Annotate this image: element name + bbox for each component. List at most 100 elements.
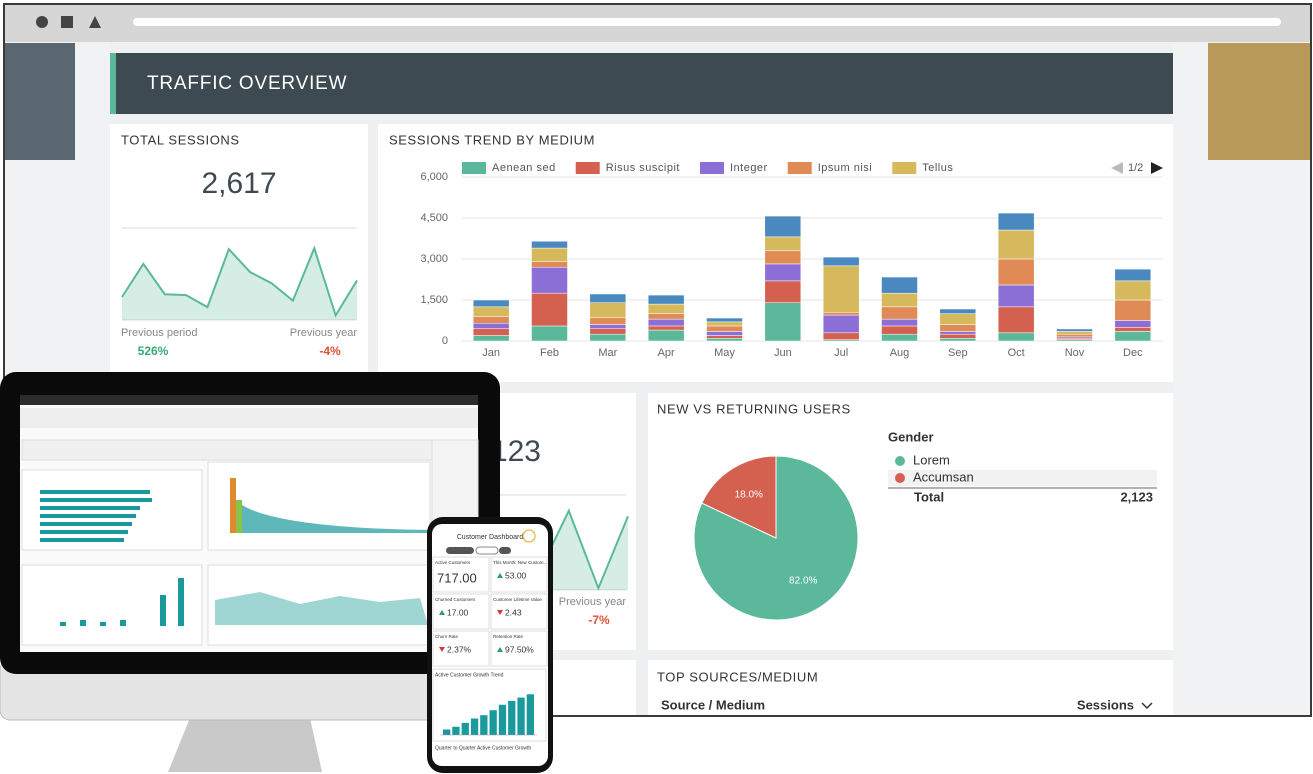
screen-graphic	[21, 439, 433, 461]
phone-card-title: Active Customer Growth Trend	[435, 672, 504, 678]
screen-graphic	[40, 490, 184, 626]
legend-row-highlight	[888, 470, 1157, 486]
y-tick-label: 1,500	[420, 294, 448, 306]
phone-icon[interactable]	[522, 529, 536, 543]
bar-segment	[472, 328, 510, 336]
phone-bar	[461, 722, 469, 735]
phone-tab[interactable]	[499, 547, 511, 554]
bar-segment	[881, 325, 918, 335]
bar-segment	[997, 229, 1035, 260]
bar-segment	[1114, 268, 1152, 282]
comparison-value: -7%	[588, 613, 610, 627]
phone-tab[interactable]	[446, 547, 474, 554]
bar-segment	[531, 325, 568, 342]
x-tick-label: Jan	[482, 347, 500, 359]
column-header[interactable]: Sessions	[1077, 697, 1134, 712]
bar-segment	[822, 312, 860, 316]
legend-swatch	[892, 162, 917, 174]
phone-bar	[489, 710, 497, 735]
phone-tab[interactable]	[475, 546, 499, 555]
card	[110, 124, 368, 382]
bar-segment	[531, 266, 568, 294]
bar-segment	[589, 333, 627, 342]
total-label: Total	[914, 489, 944, 504]
legend-label: Ipsum nisi	[818, 162, 873, 174]
legend-label: Integer	[730, 162, 768, 174]
total-value: 2,123	[1120, 489, 1153, 504]
x-tick-label: Apr	[658, 347, 675, 359]
screen-graphic	[242, 505, 430, 533]
phone-title: Customer Dashboard	[457, 534, 524, 541]
bar-segment	[939, 338, 977, 342]
screen-graphic	[20, 408, 478, 428]
background-block	[1208, 43, 1310, 160]
bar-segment	[881, 276, 918, 294]
bar-segment	[1114, 320, 1152, 328]
bar-segment	[589, 328, 627, 335]
header-accent	[110, 53, 116, 114]
x-tick-label: Mar	[598, 347, 617, 359]
bar-segment	[647, 303, 685, 314]
bar-segment	[764, 236, 802, 252]
bar-segment	[997, 212, 1035, 231]
bar-segment	[647, 294, 685, 305]
comparison-label: Previous year	[559, 596, 627, 608]
phone-bar	[498, 704, 507, 735]
phone-bar	[452, 726, 460, 735]
bar-segment	[647, 313, 685, 320]
pie-label: 18.0%	[735, 490, 763, 501]
bar-segment	[647, 329, 685, 342]
phone-bar	[517, 697, 525, 735]
y-tick-label: 6,000	[420, 171, 448, 183]
background-block	[5, 43, 75, 160]
trend-arrow	[439, 647, 445, 652]
phone-kpi-label: Retention Rate	[493, 634, 524, 639]
legend-next[interactable]	[1151, 162, 1163, 174]
toolbar-icon	[36, 16, 48, 28]
sort-icon[interactable]	[1141, 702, 1153, 710]
bar-segment	[822, 256, 860, 267]
legend-dot	[895, 456, 905, 466]
phone-kpi-label: This Month: New Custom...	[493, 560, 547, 565]
phone-kpi-value: 2.43	[505, 607, 522, 617]
legend-title: Gender	[888, 429, 934, 444]
x-tick-label: Jul	[834, 347, 848, 359]
bar-segment	[939, 308, 977, 314]
x-tick-label: Sep	[948, 347, 968, 359]
legend-label: Accumsan	[913, 469, 974, 484]
x-tick-label: Nov	[1065, 347, 1085, 359]
phone-card-title: Quarter to Quarter Active Customer Growt…	[435, 745, 531, 751]
legend-swatch	[462, 162, 486, 174]
bar-segment	[822, 314, 860, 334]
phone: Customer Dashboard Active Customers 717.0…	[427, 517, 553, 773]
bar-segment	[472, 306, 510, 317]
header-bar	[110, 53, 1173, 114]
screen-graphic	[207, 461, 431, 551]
legend-label: Aenean sed	[492, 162, 556, 174]
bar-segment	[706, 321, 743, 327]
sparkline	[121, 245, 358, 320]
y-tick-label: 3,000	[420, 253, 448, 265]
phone-kpi-value: 97.50%	[505, 644, 534, 654]
sparkline-area	[122, 248, 357, 320]
card-title: TOP SOURCES/MEDIUM	[657, 669, 818, 684]
bar-segment	[706, 338, 743, 342]
bar-segment	[1056, 333, 1093, 338]
phone-kpi-value: 717.00	[437, 570, 477, 585]
bar-segment	[764, 215, 802, 238]
bar-segment	[706, 325, 743, 332]
toolbar-icon	[61, 16, 73, 28]
kpi-value: 2,617	[201, 167, 276, 200]
legend-swatch	[699, 162, 724, 174]
address-bar[interactable]	[133, 18, 1281, 26]
bar-segment	[647, 318, 685, 327]
monitor	[0, 372, 501, 772]
legend-swatch	[575, 162, 600, 174]
bar-segment	[472, 322, 510, 329]
x-tick-label: Jun	[774, 347, 792, 359]
bar-segment	[939, 331, 977, 335]
bar-segment	[589, 293, 627, 303]
phone-kpi-label: Active Customers	[435, 560, 471, 565]
legend-prev[interactable]	[1111, 162, 1123, 174]
